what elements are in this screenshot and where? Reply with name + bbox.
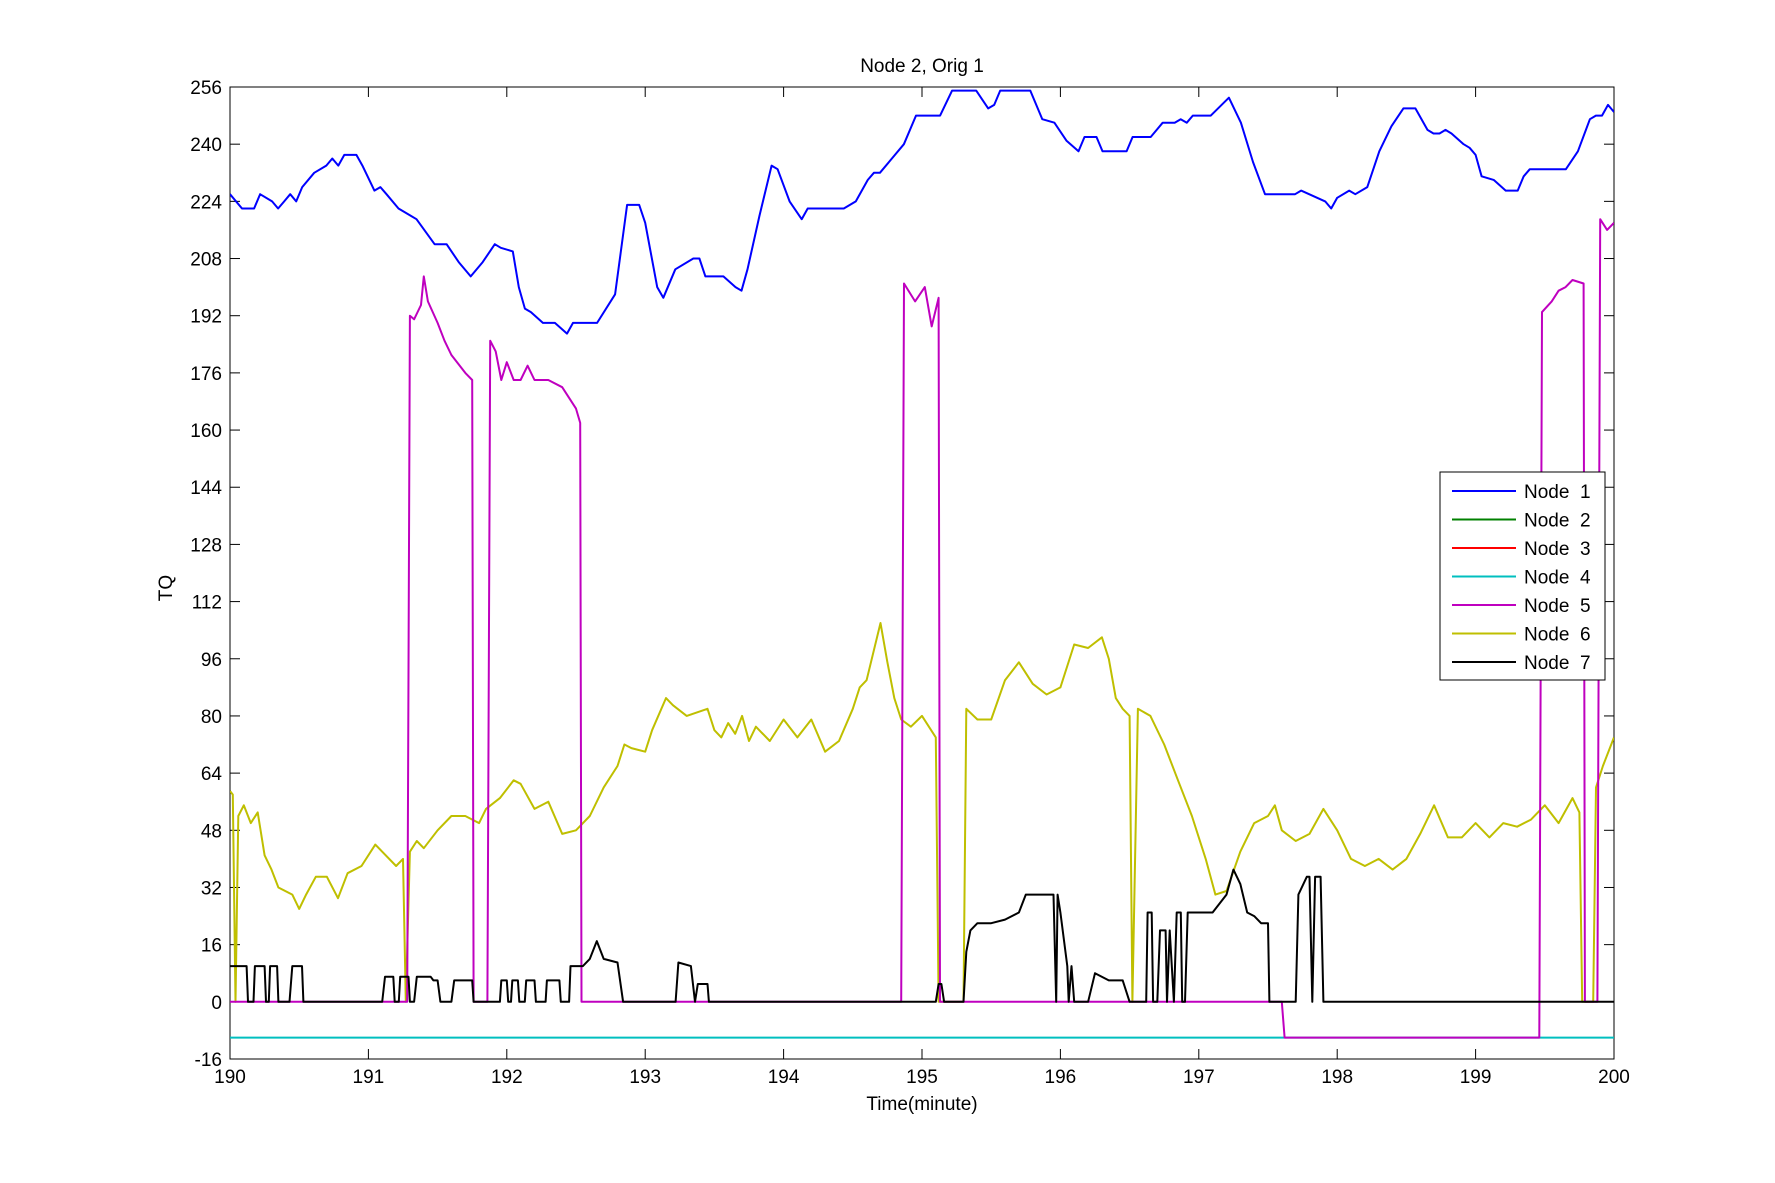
x-tick-label: 199 xyxy=(1460,1067,1492,1088)
x-tick-label: 193 xyxy=(629,1067,661,1088)
y-tick-label: 192 xyxy=(190,307,222,328)
chart-title: Node 2, Orig 1 xyxy=(860,56,984,77)
y-tick-label: 176 xyxy=(190,364,222,385)
legend-label-node-4: Node 4 xyxy=(1524,568,1591,589)
legend-label-node-2: Node 2 xyxy=(1524,511,1591,532)
series-line-node-6 xyxy=(230,622,1614,1003)
legend: Node 1 Node 2 Node 3 Node 4 Node 5 Node 6 Node… xyxy=(1439,471,1606,681)
x-tick-label: 196 xyxy=(1045,1067,1077,1088)
y-tick-label: 0 xyxy=(211,993,222,1014)
legend-label-node-5: Node 5 xyxy=(1524,596,1591,617)
y-axis-title: TQ xyxy=(156,575,177,601)
x-tick-label: 195 xyxy=(906,1067,938,1088)
y-tick-label: 128 xyxy=(190,535,222,556)
legend-label-node-7: Node 7 xyxy=(1524,653,1591,674)
y-tick-label: 160 xyxy=(190,421,222,442)
x-tick-label: 194 xyxy=(768,1067,800,1088)
legend-label-node-1: Node 1 xyxy=(1524,482,1591,503)
y-tick-label: 112 xyxy=(192,593,222,614)
plot-area: 190 191 192 193 194 195 196 197 198 199 200 -16 0 16 3… xyxy=(190,78,1630,1088)
x-axis-title: Time(minute) xyxy=(866,1094,977,1115)
x-tick-label: 200 xyxy=(1598,1067,1630,1088)
y-tick-label: 16 xyxy=(201,936,222,957)
legend-label-node-3: Node 3 xyxy=(1524,539,1591,560)
y-tick-label: 208 xyxy=(190,250,222,271)
x-tick-label: 197 xyxy=(1183,1067,1215,1088)
y-tick-label: 224 xyxy=(190,192,222,213)
y-tick-label: -16 xyxy=(195,1050,222,1071)
legend-label-node-6: Node 6 xyxy=(1524,625,1591,646)
y-tick-label: 96 xyxy=(201,650,222,671)
series-line-node-7 xyxy=(230,868,1614,1003)
y-tick-label: 64 xyxy=(201,764,223,785)
y-tick-label: 240 xyxy=(190,135,222,156)
y-tick-label: 144 xyxy=(190,478,222,499)
x-tick-label: 192 xyxy=(491,1067,523,1088)
y-tick-label: 80 xyxy=(201,707,222,728)
y-tick-label: 32 xyxy=(201,878,222,899)
x-tick-label: 190 xyxy=(214,1067,246,1088)
series-line-node-5 xyxy=(230,218,1614,1039)
series-group xyxy=(230,89,1614,1039)
y-tick-label: 48 xyxy=(201,821,222,842)
x-tick-label: 191 xyxy=(353,1067,385,1088)
series-line-node-1 xyxy=(230,89,1614,335)
x-tick-label: 198 xyxy=(1321,1067,1353,1088)
y-tick-label: 256 xyxy=(190,78,222,99)
